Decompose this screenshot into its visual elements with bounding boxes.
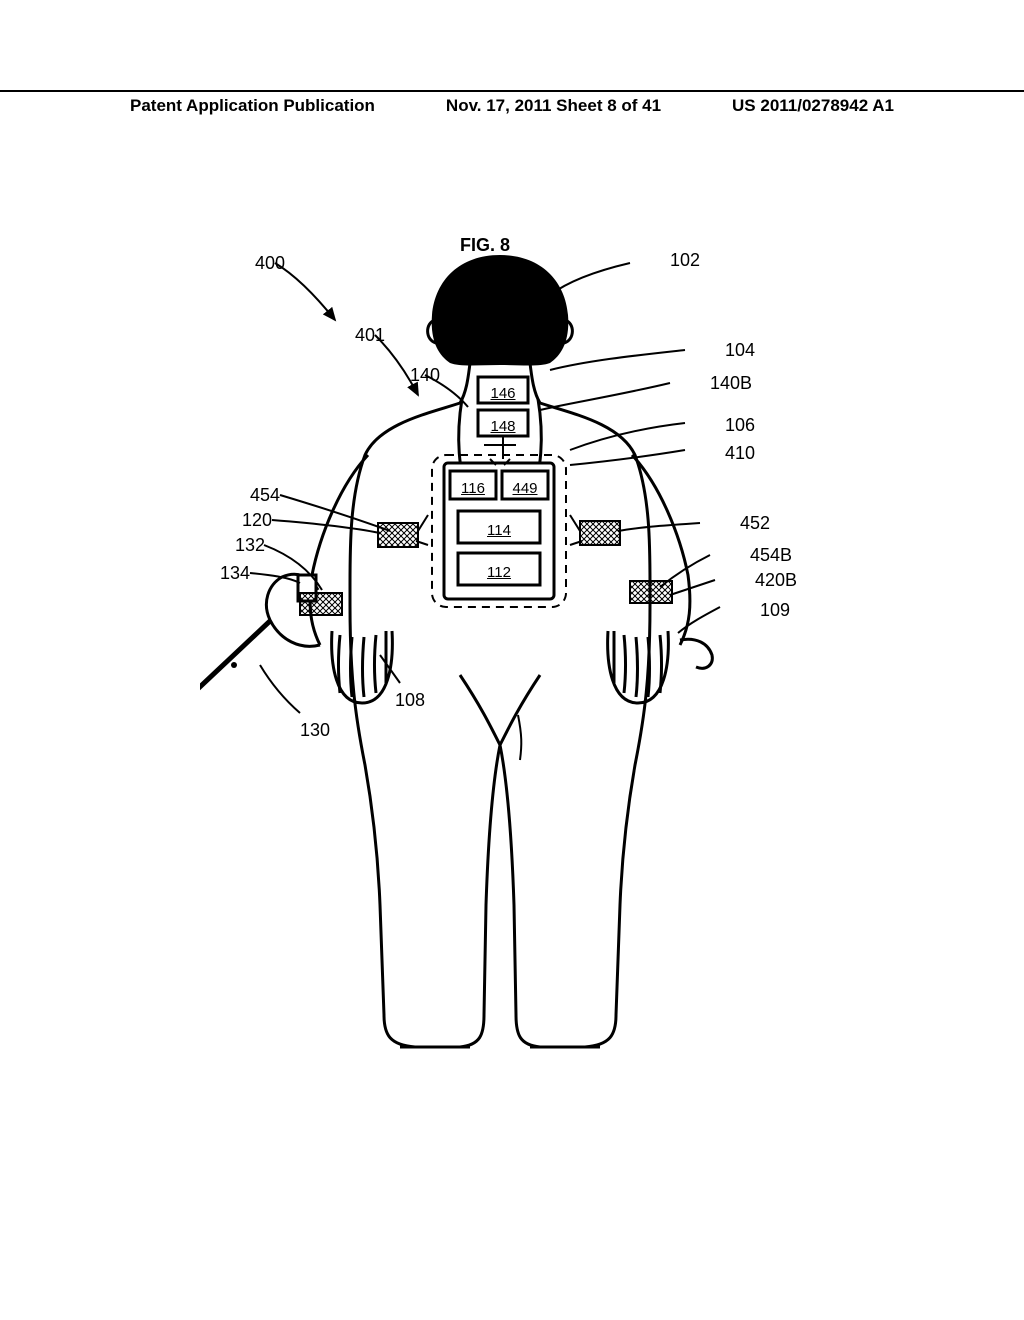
crotch [460,675,540,745]
figure-8: FIG. 8 [160,235,880,1065]
refnum-134: 134 [220,563,250,584]
boxnum-148: 148 [489,418,517,435]
refnum-132: 132 [235,535,265,556]
refnum-420B: 420B [755,570,797,591]
band-right-wrist [630,581,672,603]
refnum-452: 452 [740,513,770,534]
boxnum-449: 449 [511,480,539,497]
tool-handle [200,621,270,715]
refnum-104: 104 [725,340,755,361]
figure-drawing [200,245,840,1065]
right-arm [632,455,690,645]
refnum-140B: 140B [710,373,752,394]
refnum-102: 102 [670,250,700,271]
refnum-410: 410 [725,443,755,464]
page-header: Patent Application Publication Nov. 17, … [0,90,1024,116]
refnum-109: 109 [760,600,790,621]
refnum-108: 108 [395,690,425,711]
boxnum-114: 114 [485,522,513,539]
band-left-upper [378,523,418,547]
band-right-upper [580,521,620,545]
glute-line [518,715,521,760]
header-left: Patent Application Publication [130,96,375,116]
patent-page: Patent Application Publication Nov. 17, … [0,0,1024,1320]
header-right: US 2011/0278942 A1 [732,96,894,116]
head-hair [432,255,569,366]
header-center: Nov. 17, 2011 Sheet 8 of 41 [446,96,661,116]
refnum-140: 140 [410,365,440,386]
tool-tip [231,662,237,668]
boxnum-112: 112 [485,564,513,581]
refnum-130: 130 [300,720,330,741]
band-left-wrist [300,593,342,615]
refnum-400: 400 [255,253,285,274]
refnum-454B: 454B [750,545,792,566]
refnum-106: 106 [725,415,755,436]
left-hand [339,631,387,697]
refnum-454: 454 [250,485,280,506]
boxnum-116: 116 [459,480,487,497]
boxnum-146: 146 [489,385,517,402]
refnum-401: 401 [355,325,385,346]
refnum-120: 120 [242,510,272,531]
left-arm [310,455,368,645]
right-thumb [680,639,712,668]
right-hand [614,631,662,697]
